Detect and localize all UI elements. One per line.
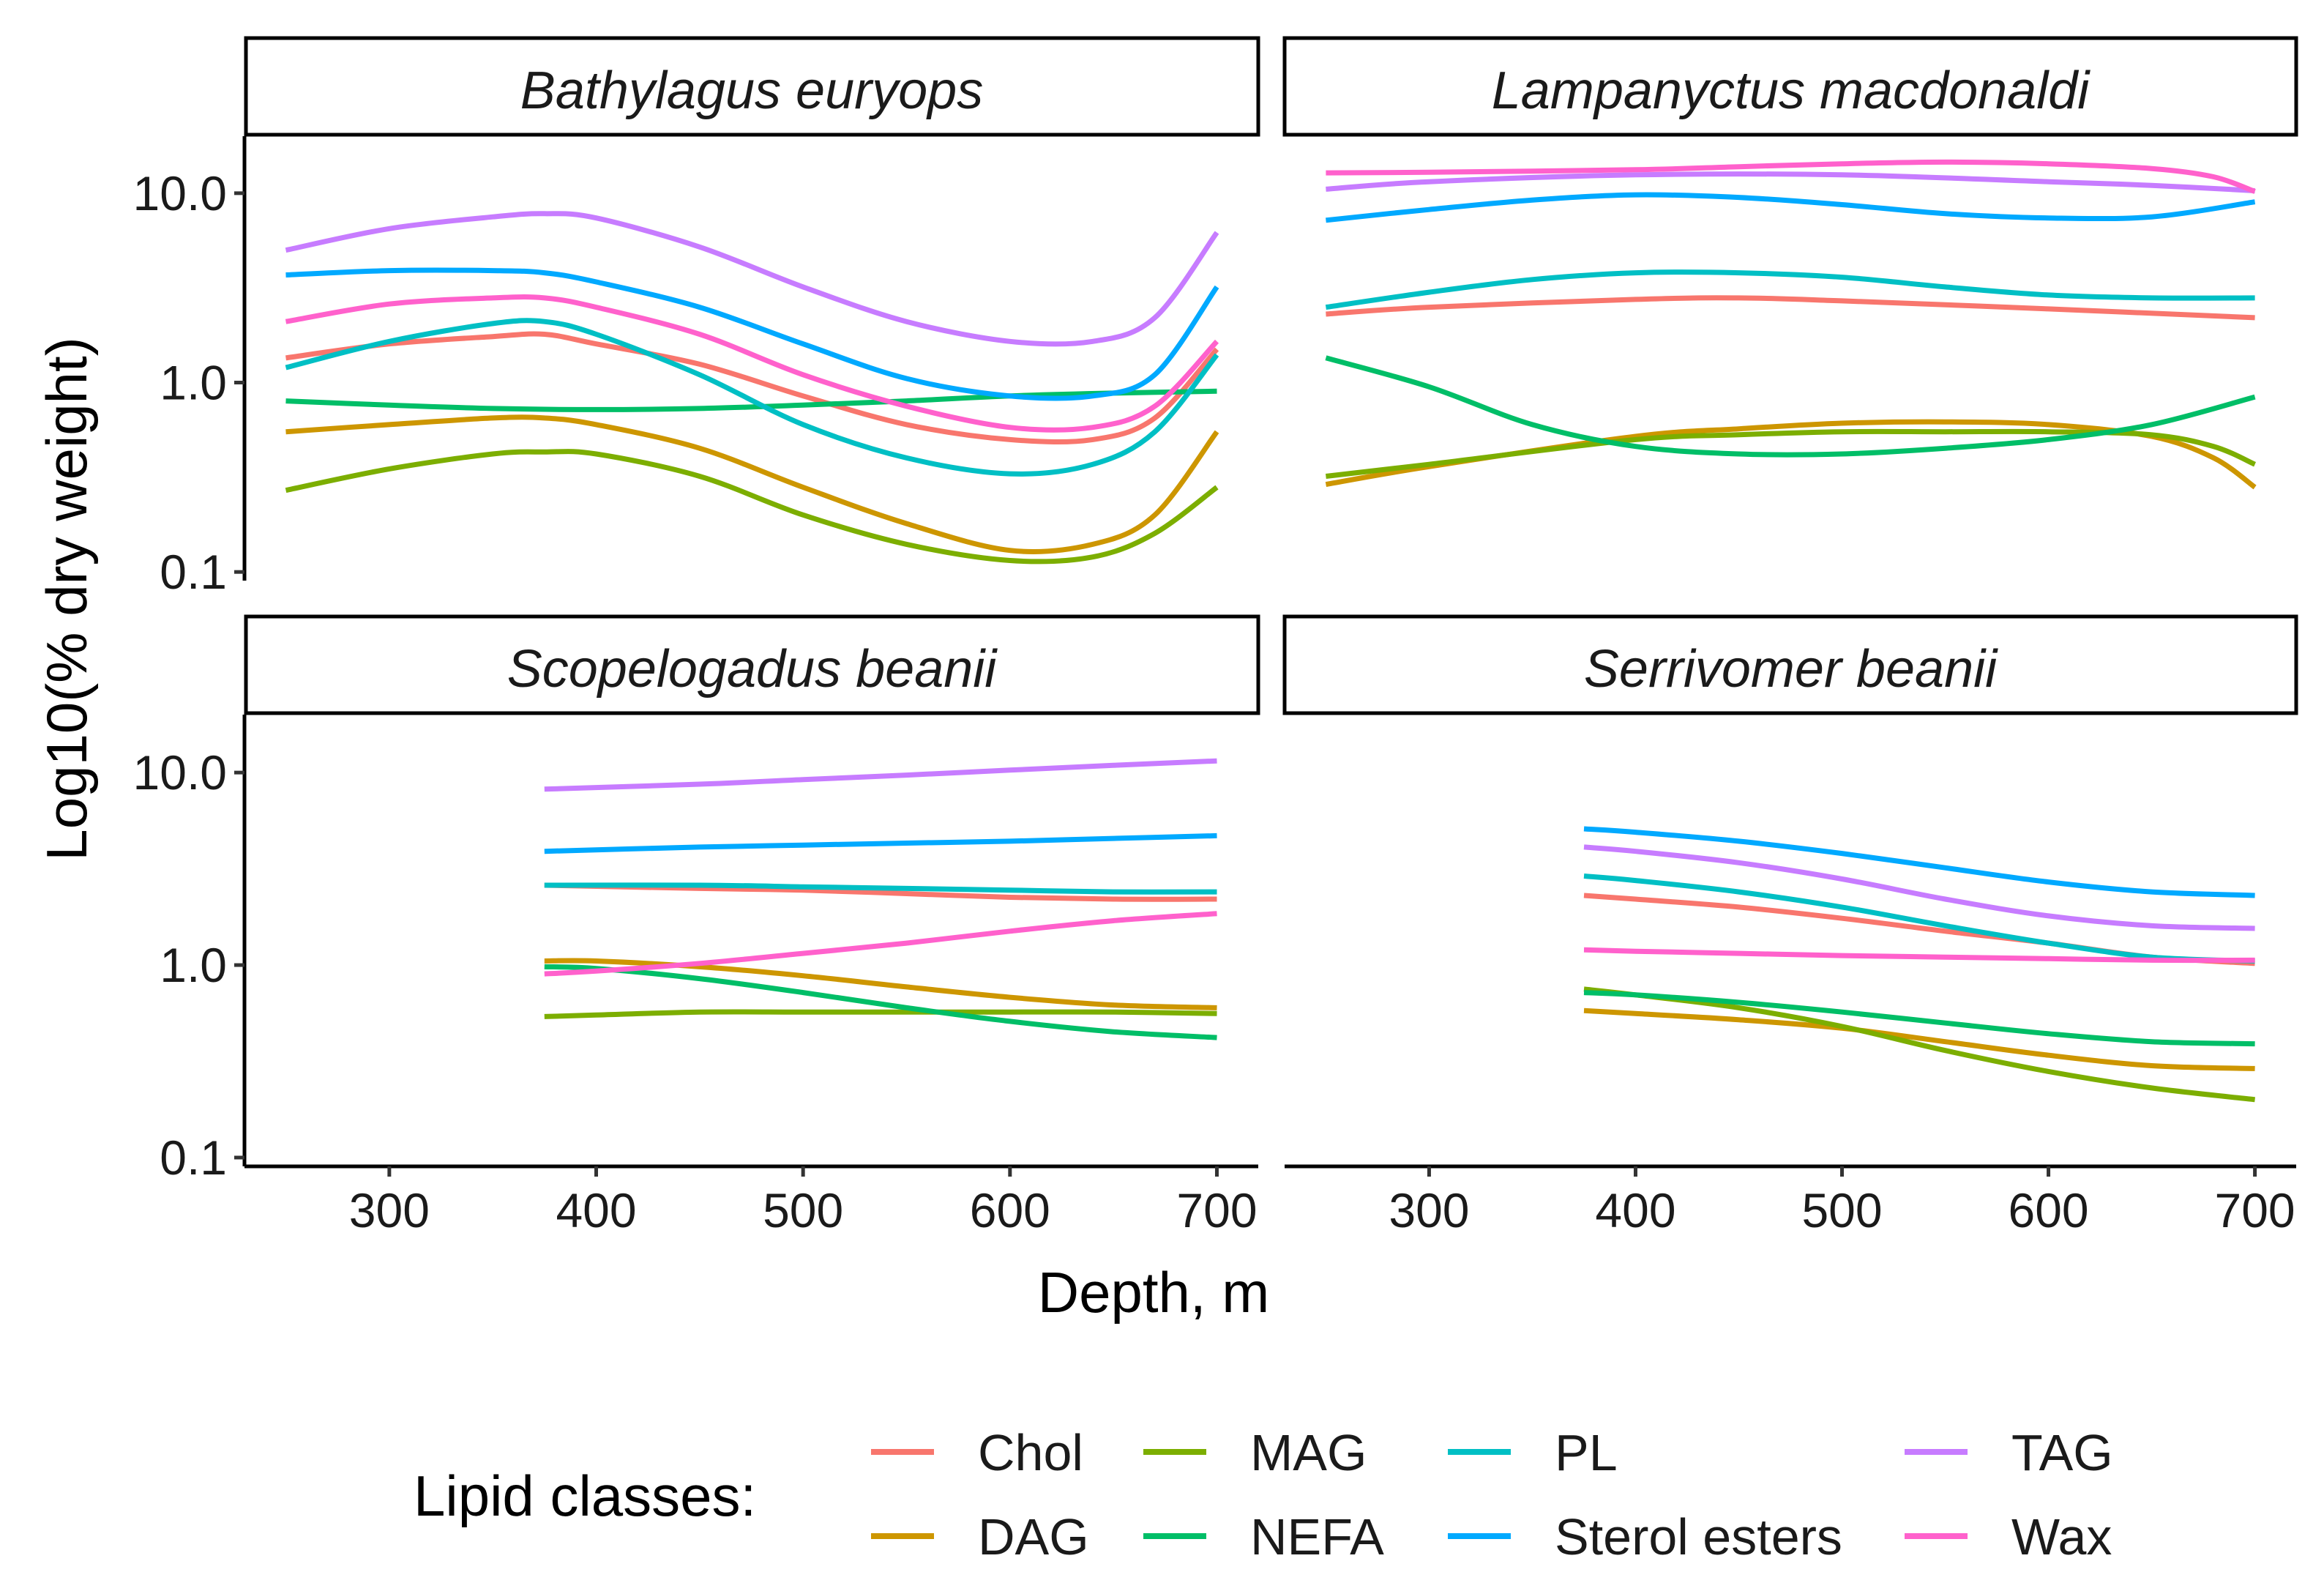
legend-items: Chol DAG MAG NEFA PL Sterol esters TAG Wax <box>871 1424 2113 1565</box>
strip-label-serrivomer: Serrivomer beanii <box>1584 640 1998 699</box>
axis-lines <box>242 136 2296 1169</box>
y-tick-label: 10.0 <box>133 745 227 800</box>
x-tick-label: 300 <box>349 1183 430 1237</box>
series-line-chol <box>1326 295 2255 321</box>
x-axis-title: Depth, m <box>1038 1260 1269 1325</box>
series-line-pl <box>1325 269 2255 310</box>
series-line-tag <box>1326 171 2255 193</box>
strip-serrivomer: Serrivomer beanii <box>1282 614 2298 715</box>
x-tick-label: 700 <box>2215 1183 2295 1237</box>
series-line-mag <box>285 449 1219 565</box>
y-axis-ticks: 0.1 1.0 10.0 0.1 1.0 10.0 <box>133 166 244 1185</box>
series-line-dag <box>285 414 1219 555</box>
x-tick-label: 500 <box>763 1183 843 1237</box>
series-line-tag <box>285 211 1219 347</box>
series-line-dag <box>1583 1007 2255 1071</box>
x-axis-ticks: 300 400 500 600 700 300 400 500 600 700 <box>349 1166 2295 1237</box>
legend-label-dag: DAG <box>978 1508 1089 1565</box>
series-line-nefa <box>1325 355 2256 458</box>
strip-scopelogadus: Scopelogadus beanii <box>244 614 1260 715</box>
strip-label-bathylagus: Bathylagus euryops <box>520 62 983 120</box>
y-tick-label: 1.0 <box>160 938 227 992</box>
series-line-chol <box>544 882 1217 902</box>
x-tick-label: 400 <box>556 1183 636 1237</box>
legend-label-pl: PL <box>1555 1424 1618 1481</box>
series-line-tag <box>1583 844 2255 931</box>
legend: Lipid classes: Chol DAG MAG NEFA PL Sterol es… <box>414 1424 2113 1565</box>
x-tick-label: 600 <box>2008 1183 2088 1237</box>
series-line-nefa <box>285 388 1217 412</box>
legend-label-tag: TAG <box>2011 1424 2113 1481</box>
x-tick-label: 600 <box>970 1183 1050 1237</box>
series-line-pl <box>285 318 1219 477</box>
x-tick-label: 500 <box>1801 1183 1882 1237</box>
y-tick-label: 0.1 <box>160 1130 227 1185</box>
y-tick-label: 0.1 <box>160 545 227 599</box>
y-axis-title: Log10(% dry weight) <box>34 337 99 860</box>
y-tick-label: 1.0 <box>160 356 227 410</box>
series-line-wax <box>1583 947 2255 964</box>
series-line-dag <box>544 958 1217 1010</box>
series-line-pl <box>1583 873 2255 964</box>
series-line-wax <box>544 911 1217 977</box>
legend-title: Lipid classes: <box>414 1464 756 1528</box>
series-line-mag <box>544 1009 1217 1019</box>
series-lines <box>285 159 2257 1103</box>
x-tick-label: 400 <box>1595 1183 1675 1237</box>
series-line-sterol-esters <box>285 267 1219 401</box>
series-line-tag <box>544 758 1217 792</box>
series-line-sterol-esters <box>1583 826 2255 898</box>
legend-label-sterol-esters: Sterol esters <box>1555 1508 1842 1565</box>
series-line-sterol-esters <box>1326 192 2256 223</box>
x-tick-label: 300 <box>1389 1183 1469 1237</box>
legend-label-wax: Wax <box>2011 1508 2112 1565</box>
strip-lampanyctus: Lampanyctus macdonaldi <box>1282 36 2298 137</box>
y-tick-label: 10.0 <box>133 166 227 220</box>
series-line-wax <box>1326 159 2256 194</box>
x-tick-label: 700 <box>1176 1183 1257 1237</box>
series-line-pl <box>544 882 1217 895</box>
series-line-wax <box>285 294 1219 433</box>
strip-bathylagus: Bathylagus euryops <box>244 36 1260 137</box>
legend-label-nefa: NEFA <box>1250 1508 1384 1565</box>
legend-label-chol: Chol <box>978 1424 1083 1481</box>
strip-label-scopelogadus: Scopelogadus beanii <box>507 640 998 699</box>
series-line-sterol-esters <box>544 832 1217 854</box>
series-line-nefa <box>1583 990 2255 1047</box>
series-line-chol <box>285 331 1219 445</box>
series-line-mag <box>1326 428 2257 479</box>
strip-label-lampanyctus: Lampanyctus macdonaldi <box>1492 62 2091 120</box>
legend-label-mag: MAG <box>1250 1424 1367 1481</box>
